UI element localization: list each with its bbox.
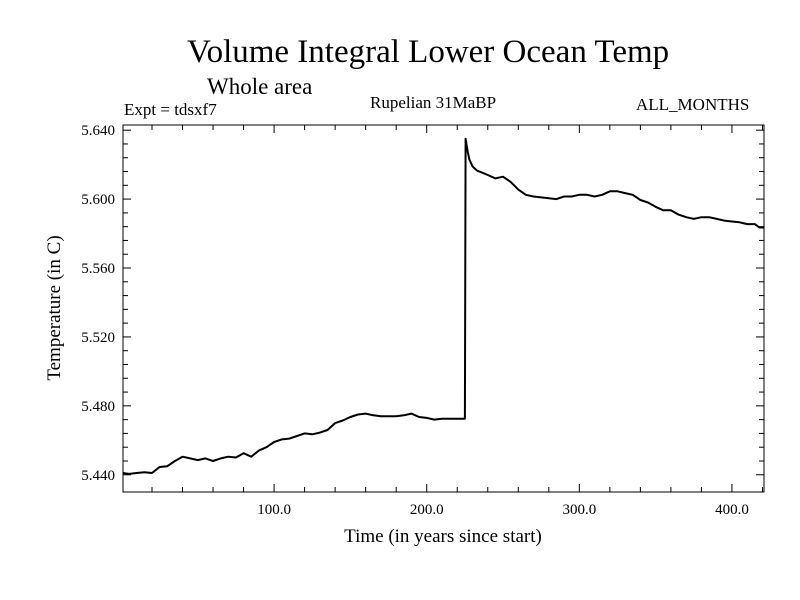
y-tick-label: 5.560 [81, 261, 115, 277]
chart-title: Volume Integral Lower Ocean Temp [187, 34, 670, 70]
x-tick-label: 100.0 [257, 502, 291, 518]
period-label: Rupelian 31MaBP [370, 93, 497, 112]
y-tick-label: 5.480 [81, 399, 115, 415]
months-label: ALL_MONTHS [636, 95, 750, 114]
axis-ticks [123, 125, 764, 492]
plot-frame [122, 124, 765, 493]
y-tick-label: 5.640 [81, 123, 115, 139]
chart-subtitle: Whole area [207, 74, 313, 99]
y-tick-label: 5.440 [81, 468, 115, 484]
y-axis-label: Temperature (in C) [44, 235, 65, 380]
x-tick-label: 300.0 [562, 502, 596, 518]
tick-labels: 100.0 200.0 300.0 400.0 5.440 5.480 5.520 5.560… [81, 123, 749, 518]
x-tick-label: 200.0 [410, 502, 444, 518]
temperature-series-line [122, 137, 764, 475]
x-tick-label: 400.0 [715, 502, 749, 518]
y-tick-label: 5.520 [81, 330, 115, 346]
y-tick-label: 5.600 [81, 192, 115, 208]
x-axis-label: Time (in years since start) [344, 526, 542, 547]
experiment-label: Expt = tdsxf7 [124, 100, 217, 119]
